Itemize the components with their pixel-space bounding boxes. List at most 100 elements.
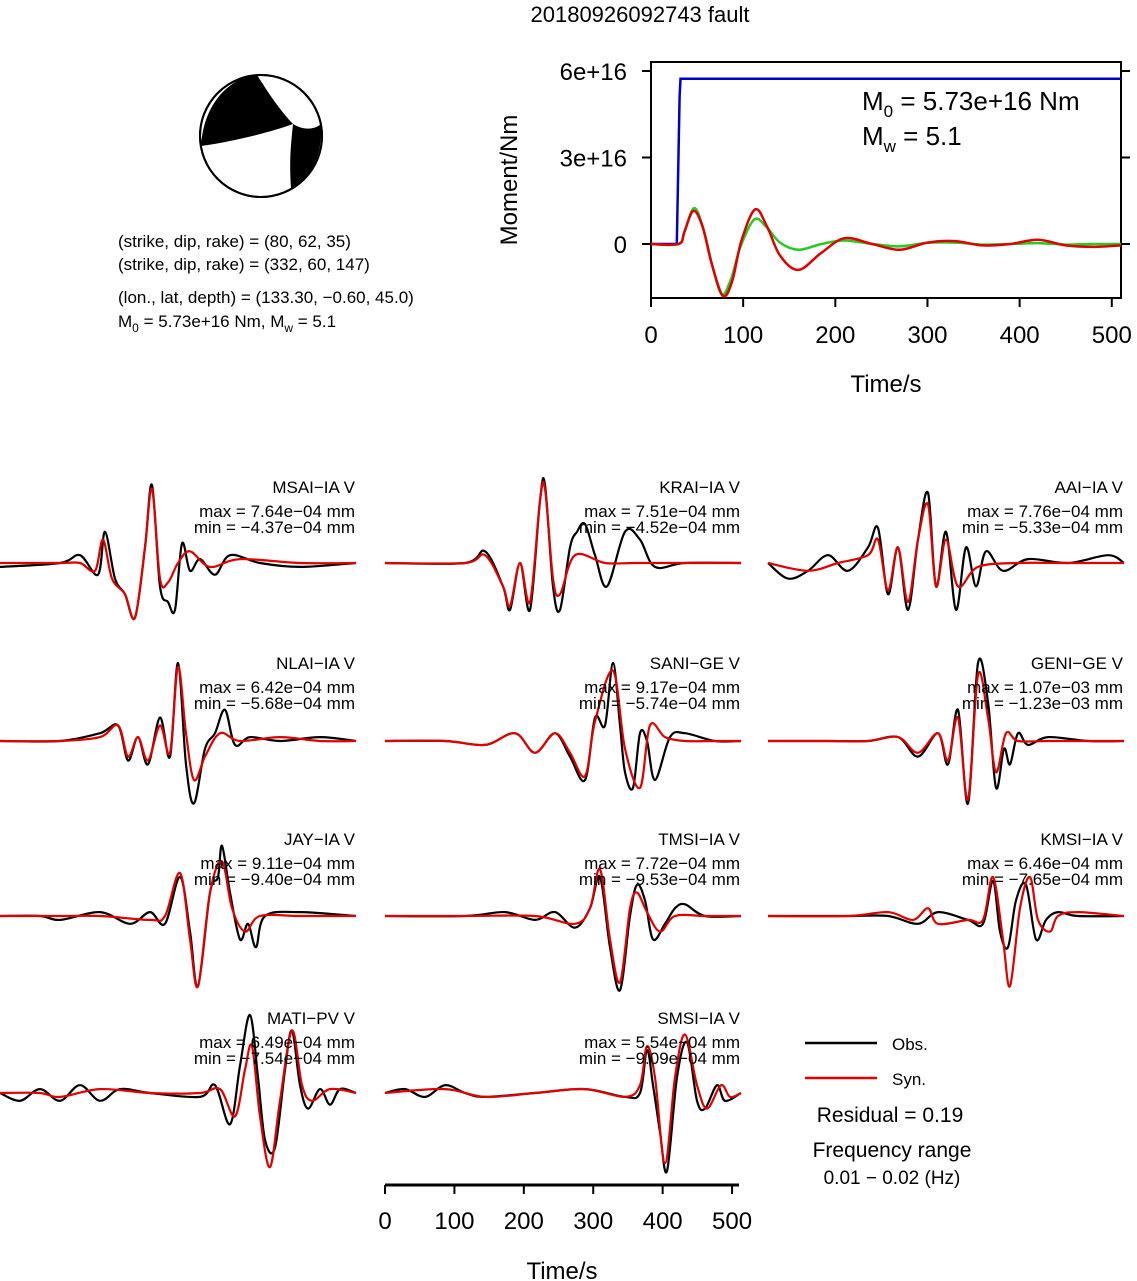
station-max: max = 7.64e−04 mm (199, 502, 355, 521)
station-label: MATI−PV V (267, 1009, 356, 1028)
waveform-x-tick-label: 0 (378, 1208, 391, 1235)
synthetic-waveform (768, 670, 1124, 801)
observed-waveform (384, 1040, 742, 1174)
station-min: min = −5.74e−04 mm (579, 694, 740, 713)
observed-waveform (384, 875, 742, 992)
station-min: min = −1.23e−03 mm (962, 694, 1123, 713)
moment-y-axis-label: Moment/Nm (496, 115, 523, 246)
synthetic-waveform (0, 860, 356, 989)
beachball-compressional-quadrant-left (201, 75, 293, 146)
station-max: max = 6.46e−04 mm (967, 854, 1123, 873)
moment-plot-frame (650, 61, 1122, 299)
station-label: AAI−IA V (1054, 478, 1123, 497)
station-min: min = −7.65e−04 mm (962, 870, 1123, 889)
legend-obs-label: Obs. (892, 1035, 928, 1054)
station-max: max = 9.17e−04 mm (584, 678, 740, 697)
focal-mechanism-beachball (199, 74, 323, 198)
synthetic-waveform (767, 875, 1125, 988)
moment-rate-red-line (650, 207, 1122, 298)
nodal-plane-2: (strike, dip, rake) = (332, 60, 147) (118, 255, 370, 274)
waveform-x-tick-label: 500 (712, 1208, 752, 1235)
station-max: max = 9.11e−04 mm (200, 854, 355, 873)
station-max: max = 1.07e−03 mm (967, 678, 1123, 697)
station-label: JAY−IA V (284, 830, 356, 849)
waveform-time-axis: Time/s 0 100 200 300 400 500 (378, 1183, 752, 1281)
frequency-range-value: 0.01 − 0.02 (Hz) (824, 1168, 961, 1189)
synthetic-waveform (767, 502, 1124, 604)
synthetic-waveform (0, 487, 357, 621)
legend: Obs. Syn. Residual = 0.19 Frequency rang… (805, 1035, 971, 1189)
figure-title: 20180926092743 fault (531, 2, 750, 27)
solution-info: (strike, dip, rake) = (80, 62, 35) (stri… (118, 232, 414, 335)
moment-y-tick-label: 0 (614, 232, 627, 259)
moment-x-tick-label: 500 (1092, 322, 1132, 349)
moment-x-tick-label: 300 (907, 322, 947, 349)
nodal-plane-1: (strike, dip, rake) = (80, 62, 35) (118, 232, 351, 251)
residual-text: Residual = 0.19 (817, 1104, 964, 1127)
moment-x-tick-label: 100 (723, 322, 763, 349)
station-label: NLAI−IA V (276, 654, 356, 673)
waveform-x-tick-label: 100 (434, 1208, 474, 1235)
moment-x-axis-label: Time/s (850, 371, 921, 398)
moment-rate-green-line (650, 206, 1122, 296)
station-min: min = −4.37e−04 mm (194, 518, 355, 537)
synthetic-waveform (384, 480, 741, 608)
station-label: GENI−GE V (1031, 654, 1124, 673)
station-max: max = 6.42e−04 mm (199, 678, 355, 697)
moment-m0-annotation: M0 = 5.73e+16 Nm (862, 86, 1080, 121)
moment-x-tick-label: 400 (1000, 322, 1040, 349)
station-label: KMSI−IA V (1040, 830, 1123, 849)
moment-mw-annotation: Mw = 5.1 (862, 121, 962, 156)
station-min: min = −5.33e−04 mm (962, 518, 1123, 537)
station-min: min = −7.54e−04 mm (194, 1049, 355, 1068)
station-label: MSAI−IA V (272, 478, 355, 497)
beachball-compressional-quadrant-right (290, 124, 322, 188)
station-max: max = 6.49e−04 mm (199, 1033, 355, 1052)
moment-y-tick-label: 6e+16 (560, 59, 627, 86)
moment-x-tick-label: 200 (815, 322, 855, 349)
moment-x-tick-label: 0 (644, 322, 657, 349)
station-label: SMSI−IA V (657, 1009, 740, 1028)
observed-waveform (0, 1013, 357, 1155)
observed-waveform (767, 879, 1125, 950)
station-label: KRAI−IA V (659, 478, 740, 497)
frequency-range-label: Frequency range (813, 1139, 972, 1162)
synthetic-waveform (0, 1029, 357, 1169)
station-min: min = −9.53e−04 mm (579, 870, 740, 889)
station-min: min = −4.52e−04 mm (579, 518, 740, 537)
station-label: SANI−GE V (650, 654, 741, 673)
station-max: max = 7.72e−04 mm (584, 854, 740, 873)
station-label: TMSI−IA V (658, 830, 740, 849)
synthetic-waveform (384, 669, 741, 790)
synthetic-waveform (384, 1033, 742, 1165)
observed-waveform (767, 490, 1125, 611)
waveform-x-axis-label: Time/s (526, 1258, 597, 1281)
station-min: min = −9.09e−04 mm (579, 1049, 740, 1068)
station-min: min = −5.68e−04 mm (194, 694, 355, 713)
moment-magnitude-line: M0 = 5.73e+16 Nm, Mw = 5.1 (118, 312, 336, 335)
synthetic-waveform (0, 665, 357, 782)
station-max: max = 7.76e−04 mm (967, 502, 1123, 521)
observed-waveform (384, 477, 742, 613)
station-min: min = −9.40e−04 mm (194, 870, 355, 889)
synthetic-waveform (384, 867, 741, 984)
hypocenter: (lon., lat, depth) = (133.30, −0.60, 45.… (118, 288, 414, 307)
waveform-x-tick-label: 200 (504, 1208, 544, 1235)
station-max: max = 5.54e−04 mm (584, 1033, 740, 1052)
station-max: max = 7.51e−04 mm (584, 502, 740, 521)
waveform-x-tick-label: 400 (643, 1208, 683, 1235)
moment-rate-plot: Moment/Nm Time/s M0 = 5.73e+16 Nm Mw = 5… (496, 59, 1132, 398)
